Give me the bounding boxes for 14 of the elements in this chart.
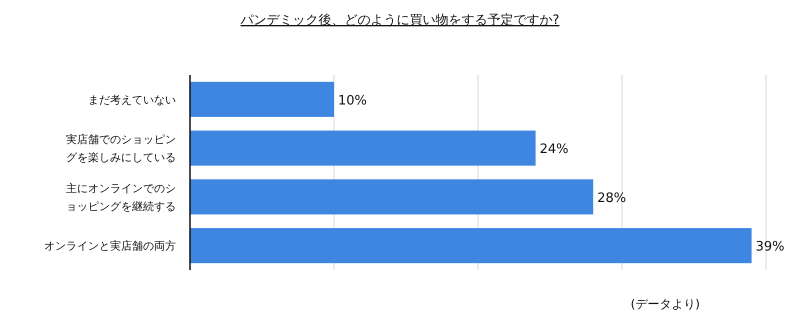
y-tick-label: 実店舗でのショッピングを楽しみにしている xyxy=(66,133,176,164)
text: (データより) xyxy=(630,297,700,311)
bar xyxy=(190,179,594,214)
bar xyxy=(190,228,752,264)
bar xyxy=(190,82,334,117)
bar xyxy=(190,130,536,166)
data-label: 28% xyxy=(597,190,626,206)
data-label: 10% xyxy=(338,93,367,108)
data-label: 24% xyxy=(540,142,569,158)
y-tick-label: 主にオンラインでのショッピングを継続する xyxy=(66,182,176,213)
y-tick-label: オンラインと実店舗の両方 xyxy=(44,240,176,253)
data-label: 39% xyxy=(756,240,785,255)
chart-title: パンデミック後、どのように買い物をする予定ですか? xyxy=(240,13,560,28)
y-tick-label: まだ考えていない xyxy=(88,93,176,106)
